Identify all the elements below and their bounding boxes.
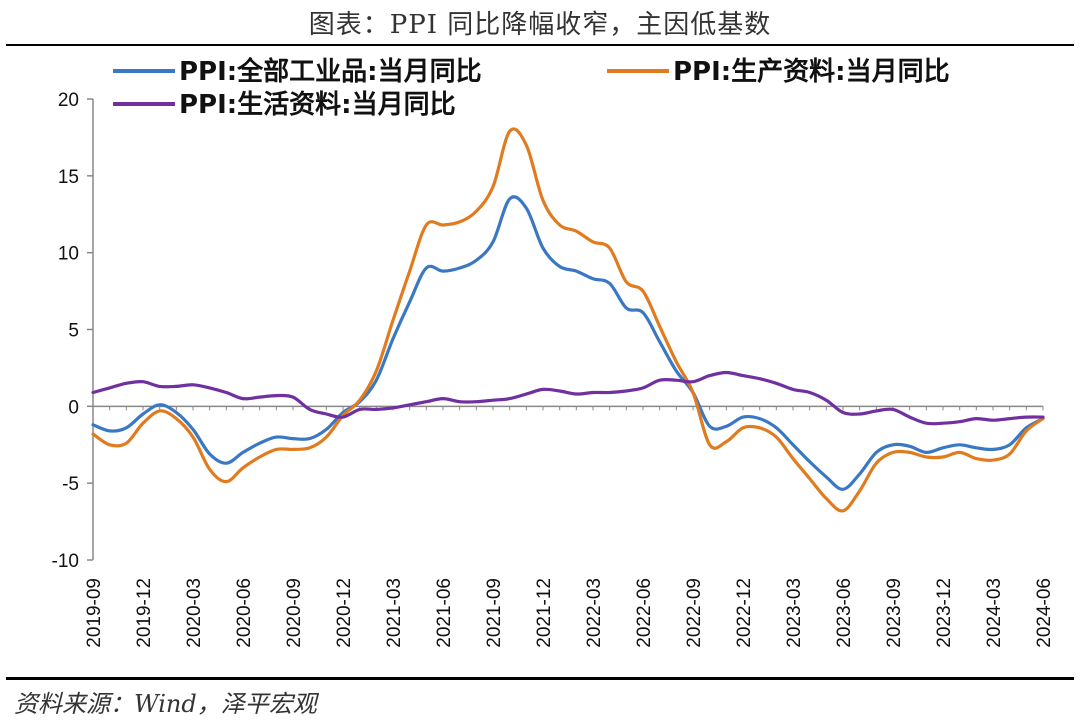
bottom-rule xyxy=(6,677,1074,680)
y-tick-label: 20 xyxy=(58,90,79,111)
legend: PPI:全部工业品:当月同比 PPI:生产资料:当月同比 PPI:生活资料:当月同比 xyxy=(113,56,950,120)
x-tick-label: 2019-09 xyxy=(84,578,105,648)
axes: -10 -5 0 5 10 15 20 2019-09 2019-12 2020-03 2020-0… xyxy=(52,90,1055,648)
x-tick-label: 2022-09 xyxy=(684,578,705,648)
x-tick-label: 2024-03 xyxy=(984,578,1005,648)
x-tick-label: 2022-06 xyxy=(634,578,655,648)
legend-label: PPI:生产资料:当月同比 xyxy=(673,57,950,87)
x-tick-label: 2021-12 xyxy=(534,578,555,648)
x-tick-label: 2021-09 xyxy=(484,578,505,648)
series-layer xyxy=(91,127,1045,513)
y-tick-label: 0 xyxy=(68,397,79,418)
legend-label: PPI:生活资料:当月同比 xyxy=(179,90,456,120)
series-line-production-materials xyxy=(91,127,1045,513)
x-tick-label: 2019-12 xyxy=(134,578,155,648)
legend-label: PPI:全部工业品:当月同比 xyxy=(179,56,482,87)
x-tick-label: 2021-06 xyxy=(434,578,455,648)
source-note: 资料来源：Wind，泽平宏观 xyxy=(14,690,317,718)
x-tick-label: 2023-12 xyxy=(934,578,955,648)
chart-title: 图表：PPI 同比降幅收窄，主因低基数 xyxy=(308,10,772,40)
y-tick-label: -5 xyxy=(62,474,79,495)
y-tick-label: 15 xyxy=(58,167,79,188)
x-tick-label: 2020-06 xyxy=(234,578,255,648)
x-tick-label: 2020-09 xyxy=(284,578,305,648)
x-tick-label: 2022-03 xyxy=(584,578,605,648)
x-tick-label: 2020-12 xyxy=(334,578,355,648)
top-rule xyxy=(6,44,1074,46)
x-tick-label: 2020-03 xyxy=(184,578,205,648)
series-line-all-industrial xyxy=(91,195,1045,491)
x-tick-label: 2023-03 xyxy=(784,578,805,648)
series-line-consumer-goods xyxy=(91,370,1045,426)
x-tick-label: 2024-06 xyxy=(1034,578,1055,648)
y-tick-label: -10 xyxy=(52,551,79,572)
x-tick-label: 2023-06 xyxy=(834,578,855,648)
x-tick-label: 2022-12 xyxy=(734,578,755,648)
x-tick-label: 2021-03 xyxy=(384,578,405,648)
line-chart: -10 -5 0 5 10 15 20 2019-09 2019-12 2020-03 2020-0… xyxy=(52,56,1055,648)
x-tick-label: 2023-09 xyxy=(884,578,905,648)
y-tick-label: 5 xyxy=(68,321,79,342)
y-tick-label: 10 xyxy=(58,244,79,265)
